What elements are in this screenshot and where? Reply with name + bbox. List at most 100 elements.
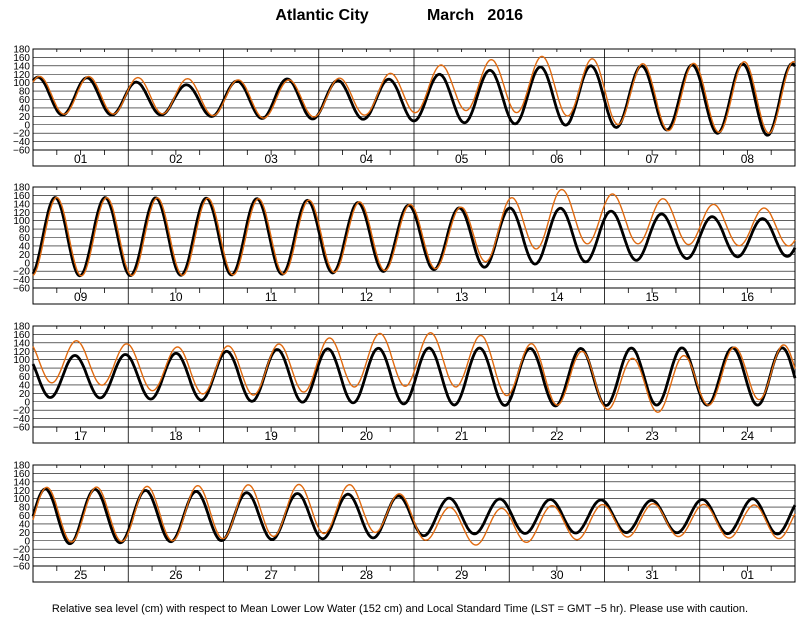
y-tick-label: 80: [19, 225, 31, 236]
y-tick-label: 100: [13, 216, 30, 227]
y-tick-label: −20: [13, 129, 30, 140]
day-label: 01: [74, 152, 88, 166]
y-tick-label: 160: [13, 469, 30, 480]
y-tick-label: 60: [19, 511, 31, 522]
day-label: 18: [169, 429, 183, 443]
y-tick-label: 140: [13, 338, 30, 349]
day-label: 30: [550, 568, 564, 582]
y-tick-label: −60: [13, 562, 30, 573]
day-label: 08: [741, 152, 755, 166]
day-label: 16: [741, 290, 755, 304]
day-label: 12: [360, 290, 374, 304]
y-tick-label: 80: [19, 87, 31, 98]
day-label: 15: [645, 290, 659, 304]
y-tick-label: 180: [13, 322, 30, 333]
y-tick-label: 180: [13, 183, 30, 194]
y-tick-label: 20: [19, 112, 31, 123]
day-label: 25: [74, 568, 88, 582]
chart-footnote: Relative sea level (cm) with respect to …: [52, 603, 748, 615]
series-line-observed: [32, 55, 796, 134]
y-tick-label: 140: [13, 199, 30, 210]
day-label: 11: [265, 290, 278, 304]
y-tick-label: 180: [13, 45, 30, 56]
y-tick-label: 20: [19, 528, 31, 539]
panel-frame: [32, 186, 796, 305]
day-label: 14: [550, 290, 564, 304]
y-tick-label: 160: [13, 330, 30, 341]
y-tick-label: 100: [13, 355, 30, 366]
day-label: 28: [360, 568, 374, 582]
y-tick-label: 160: [13, 53, 30, 64]
y-tick-label: 140: [13, 61, 30, 72]
y-tick-label: 40: [19, 519, 31, 530]
y-tick-label: 120: [13, 208, 30, 219]
y-tick-label: 120: [13, 486, 30, 497]
y-tick-label: −40: [13, 414, 30, 425]
y-tick-label: 160: [13, 191, 30, 202]
y-tick-label: 0: [24, 536, 30, 547]
day-label: 13: [455, 290, 469, 304]
y-tick-label: 60: [19, 233, 31, 244]
day-label: 31: [645, 568, 659, 582]
day-label: 05: [455, 152, 469, 166]
day-label: 09: [74, 290, 88, 304]
y-tick-label: −40: [13, 553, 30, 564]
day-label: 27: [264, 568, 278, 582]
y-tick-label: −40: [13, 275, 30, 286]
day-label: 17: [74, 429, 88, 443]
y-tick-label: −20: [13, 267, 30, 278]
y-tick-label: −60: [13, 423, 30, 434]
y-tick-label: 0: [24, 258, 30, 269]
y-tick-label: 40: [19, 103, 31, 114]
series-line-observed: [32, 188, 796, 277]
panel-frame: [32, 464, 796, 583]
y-tick-label: 60: [19, 372, 31, 383]
y-tick-label: −60: [13, 284, 30, 295]
day-label: 01: [741, 568, 755, 582]
day-label: 07: [645, 152, 659, 166]
day-label: 10: [169, 290, 183, 304]
day-label: 02: [169, 152, 183, 166]
chart-title-station: Atlantic City: [275, 7, 368, 24]
day-label: 19: [264, 429, 278, 443]
y-tick-label: 120: [13, 70, 30, 81]
series-line-predicted: [31, 62, 797, 137]
y-tick-label: −40: [13, 137, 30, 148]
y-tick-label: −20: [13, 406, 30, 417]
y-tick-label: 40: [19, 380, 31, 391]
y-tick-label: −60: [13, 146, 30, 157]
day-label: 20: [360, 429, 374, 443]
y-tick-label: 180: [13, 461, 30, 472]
day-label: 23: [645, 429, 659, 443]
day-label: 22: [550, 429, 564, 443]
day-label: 06: [550, 152, 564, 166]
y-tick-label: 0: [24, 120, 30, 131]
y-tick-label: 100: [13, 78, 30, 89]
series-line-observed: [32, 331, 796, 414]
panel-frame: [32, 48, 796, 167]
series-line-predicted: [31, 196, 797, 278]
panel-frame: [32, 325, 796, 444]
day-label: 26: [169, 568, 183, 582]
y-tick-label: 100: [13, 494, 30, 505]
y-tick-label: 60: [19, 95, 31, 106]
day-label: 04: [360, 152, 374, 166]
y-tick-label: 0: [24, 397, 30, 408]
y-tick-label: 20: [19, 250, 31, 261]
series-line-predicted: [31, 346, 797, 408]
series-line-observed: [32, 483, 796, 546]
y-tick-label: 80: [19, 503, 31, 514]
y-tick-label: 140: [13, 477, 30, 488]
y-tick-label: 20: [19, 389, 31, 400]
day-label: 24: [741, 429, 755, 443]
y-tick-label: 40: [19, 241, 31, 252]
day-label: 21: [455, 429, 469, 443]
chart-title-date: March 2016: [427, 7, 523, 24]
y-tick-label: −20: [13, 545, 30, 556]
